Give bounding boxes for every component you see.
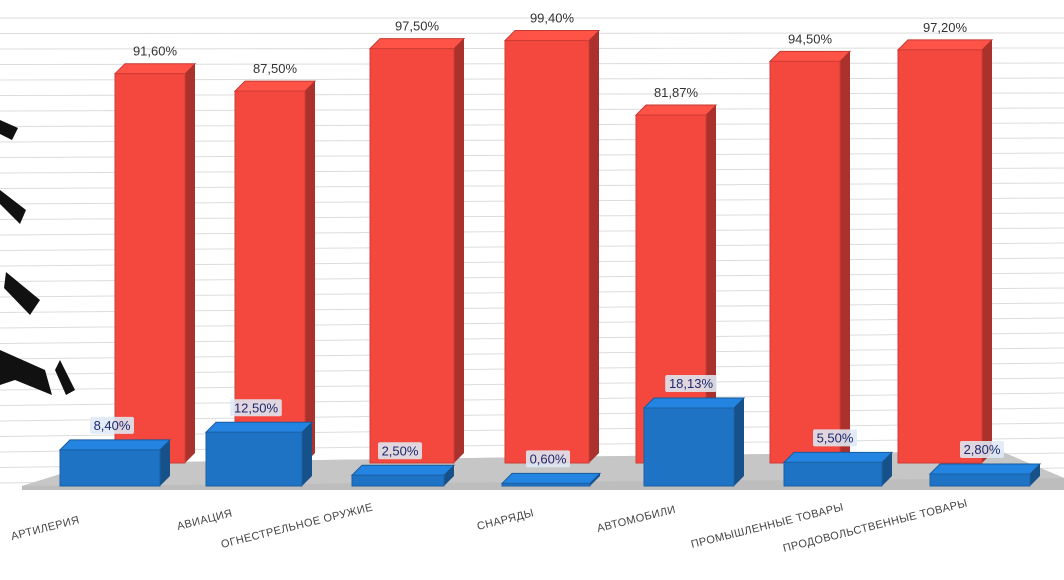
blue-bar-label-box xyxy=(665,375,717,392)
red-bar-label: 94,50% xyxy=(788,31,833,46)
red-bar-side xyxy=(982,39,992,464)
red-bar-side xyxy=(840,51,850,463)
category-label: АВТОМОБИЛИ xyxy=(596,504,677,535)
blue-bar-label-box xyxy=(960,441,1004,458)
blue-bar-label: 8,40% xyxy=(94,418,131,433)
blue-bar-top xyxy=(204,421,314,433)
blue-bar-label-box xyxy=(813,429,857,447)
blue-bar-side xyxy=(590,473,600,486)
blue-bar-side xyxy=(734,398,744,486)
red-bar-label: 87,50% xyxy=(253,61,298,76)
red-bar-side xyxy=(454,38,464,463)
brush-stroke-shape xyxy=(0,350,52,395)
brush-stroke-shape xyxy=(4,272,40,315)
red-bar-front xyxy=(504,40,590,464)
red-bar xyxy=(503,30,601,464)
red-bar-front xyxy=(897,49,983,464)
blue-bar-label: 2,50% xyxy=(382,443,419,458)
blue-bar-front xyxy=(783,461,883,487)
blue-bar-front xyxy=(643,407,735,487)
red-bar-side xyxy=(706,105,716,464)
brush-stroke-shape xyxy=(0,190,26,224)
blue-bar xyxy=(782,451,894,487)
blue-bar-label: 18,13% xyxy=(669,376,714,391)
blue-bar-label: 0,60% xyxy=(530,451,567,466)
red-bar xyxy=(768,50,852,464)
red-bar-top xyxy=(113,63,197,75)
blue-bar-label-box xyxy=(526,450,570,468)
blue-bar-front xyxy=(205,431,303,487)
blue-bar-label: 2,80% xyxy=(964,442,1001,457)
red-bar-side xyxy=(305,81,315,463)
red-bar-front xyxy=(114,73,186,464)
red-bar-side xyxy=(589,30,599,464)
blue-series: 8,40% 12,50% 2,50% 0,60% 18,13% 5,50% 2,80% xyxy=(58,375,1042,487)
blue-bar xyxy=(500,472,602,487)
category-label: ОГНЕСТРЕЛЬНОЕ ОРУЖИЕ xyxy=(220,501,374,550)
blue-bar xyxy=(350,464,456,487)
category-label: АРТИЛЕРИЯ xyxy=(10,514,81,543)
blue-bar-top xyxy=(642,397,746,409)
category-label: СНАРЯДЫ xyxy=(476,507,535,533)
blue-bar xyxy=(928,463,1042,487)
red-bar-front xyxy=(769,60,841,464)
red-bar xyxy=(368,38,466,464)
red-bar-label: 97,20% xyxy=(923,20,968,35)
red-bar xyxy=(896,39,994,464)
blue-bar-top xyxy=(350,464,456,476)
blue-bar xyxy=(58,439,172,487)
brush-stroke-shape xyxy=(0,120,18,140)
red-bar xyxy=(113,63,197,464)
red-bar-top xyxy=(368,38,466,50)
red-bar-label: 99,40% xyxy=(530,11,575,26)
category-label: ПРОДОВОЛЬСТВЕННЫЕ ТОВАРЫ xyxy=(782,497,969,555)
red-bar-side xyxy=(185,63,195,463)
blue-bar-label: 12,50% xyxy=(234,400,279,415)
blue-bar-side xyxy=(444,465,454,486)
blue-bar-label-box xyxy=(230,399,282,417)
blue-bar-top xyxy=(58,439,172,451)
brush-stroke-shape xyxy=(55,360,75,395)
blue-bar-side xyxy=(882,452,892,486)
red-bar-top xyxy=(233,80,317,92)
blue-bar-label: 5,50% xyxy=(817,430,854,445)
blue-bar xyxy=(642,397,746,487)
blue-bar-label-box xyxy=(90,416,134,434)
blue-bar-label-box xyxy=(378,442,422,460)
blue-bar-top xyxy=(928,463,1042,475)
red-bar-label: 97,50% xyxy=(395,19,440,34)
red-bar-label: 81,87% xyxy=(654,85,699,100)
blue-bar-front xyxy=(351,474,445,487)
blue-bar-top xyxy=(782,451,894,463)
blue-bar-top xyxy=(500,472,602,484)
red-bar-top xyxy=(896,39,994,51)
blue-bar-front xyxy=(929,473,1031,487)
red-bar-front xyxy=(369,48,455,464)
blue-bar xyxy=(204,421,314,487)
red-bar-top xyxy=(768,50,852,62)
blue-bar-front xyxy=(501,482,591,487)
blue-bar-side xyxy=(160,439,170,486)
blue-bar-side xyxy=(302,422,312,486)
blue-bar-front xyxy=(59,449,161,487)
category-label: АВИАЦИЯ xyxy=(176,508,234,533)
blue-bar-side xyxy=(1030,463,1040,486)
red-bar-label: 91,60% xyxy=(133,44,178,59)
red-bar-top xyxy=(634,104,718,116)
red-bar-top xyxy=(503,30,601,42)
decorative-shapes xyxy=(0,120,75,395)
